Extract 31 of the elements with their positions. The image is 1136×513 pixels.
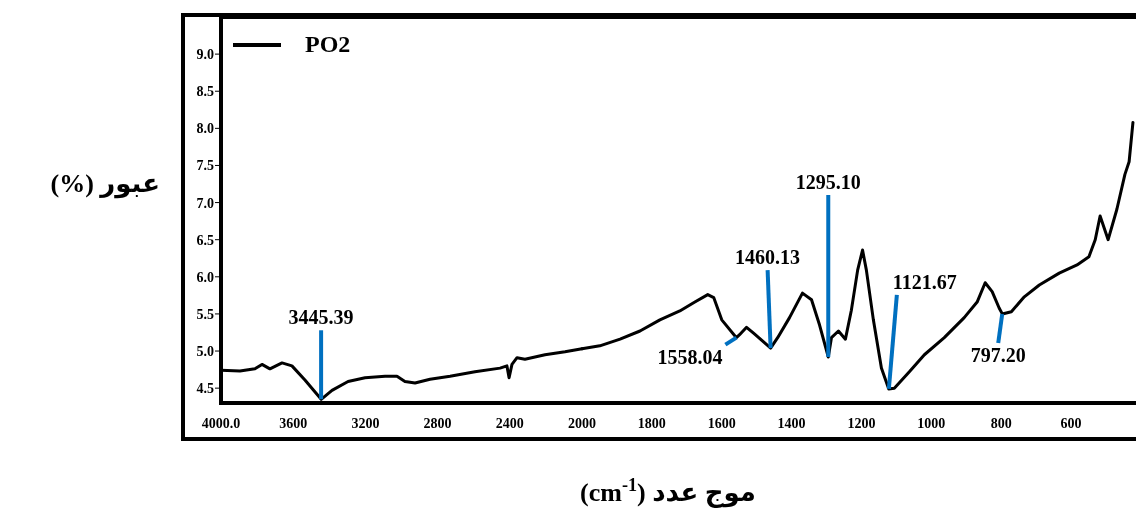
y-tick-label: 4.5: [196, 381, 214, 397]
annotation: 797.20: [970, 343, 1026, 366]
y-tick-label: 6.0: [196, 269, 214, 285]
y-tick-label: 7.0: [196, 195, 214, 211]
y-tick-label: 8.0: [196, 121, 214, 137]
legend-label: PO2: [305, 31, 351, 57]
x-tick-label: 1000: [917, 416, 946, 431]
y-tick-label: 7.5: [196, 158, 214, 174]
y-axis-title: (%) عبور: [50, 169, 160, 199]
y-tick-label: 8.5: [196, 84, 214, 100]
x-tick-label: 1400: [777, 416, 806, 431]
x-tick-label: 800: [990, 416, 1012, 431]
x-tick-label: 3600: [279, 416, 308, 431]
x-tick-label: 4000.0: [201, 416, 241, 431]
y-tick-label: 9.0: [196, 47, 214, 63]
y-tick-label: 6.5: [196, 232, 214, 248]
x-tick-label: 1600: [707, 416, 736, 431]
x-tick-label: 3200: [351, 416, 380, 431]
annotation: 1460.13: [735, 246, 801, 269]
annotation: 1558.04: [657, 345, 723, 368]
x-tick-label: 600: [1060, 416, 1082, 431]
x-tick-label: 2000: [568, 416, 596, 431]
x-tick-label: 2400: [495, 416, 524, 431]
x-tick-label: 1800: [637, 416, 666, 431]
y-tick-label: 5.5: [196, 306, 214, 322]
annotation: 1121.67: [892, 270, 957, 293]
y-tick-label: 5.0: [196, 344, 214, 360]
x-tick-label: 2800: [423, 416, 452, 431]
x-tick-label: 1200: [847, 416, 876, 431]
annotation: 1295.10: [795, 170, 861, 193]
annotation: 3445.39: [288, 306, 354, 329]
